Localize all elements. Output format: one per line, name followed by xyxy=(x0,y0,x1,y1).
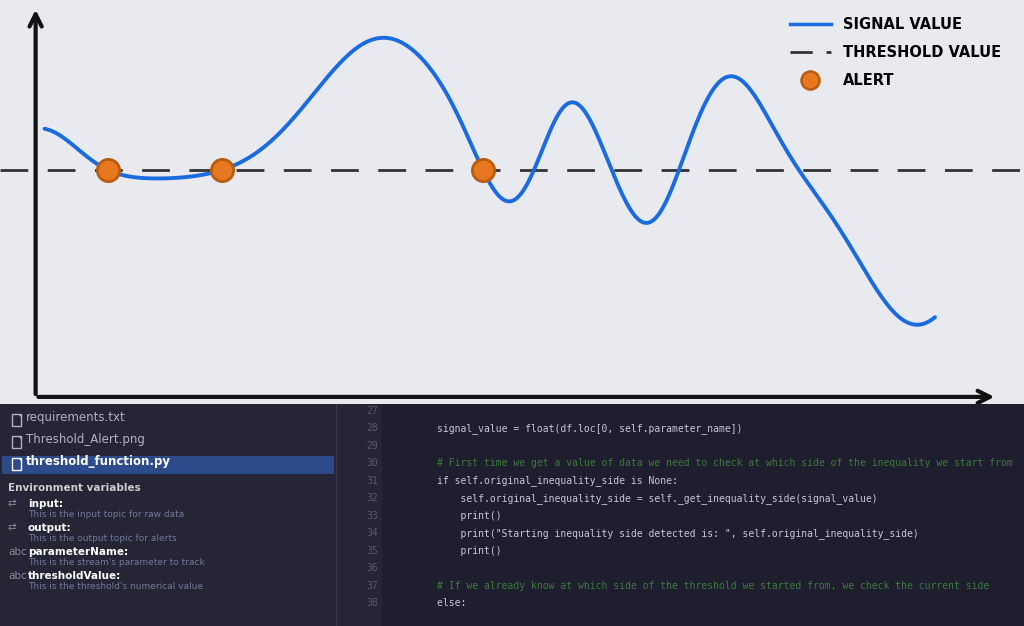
Text: 34: 34 xyxy=(367,528,378,538)
Text: Threshold_Alert.png: Threshold_Alert.png xyxy=(26,433,144,446)
Text: input:: input: xyxy=(28,499,63,509)
Text: abc: abc xyxy=(8,571,27,581)
Text: threshold_function.py: threshold_function.py xyxy=(26,455,171,468)
Bar xyxy=(336,404,382,626)
Text: 38: 38 xyxy=(367,598,378,608)
Text: ⇄: ⇄ xyxy=(8,499,16,509)
Text: 31: 31 xyxy=(367,476,378,486)
Text: signal_value = float(df.loc[0, self.parameter_name]): signal_value = float(df.loc[0, self.para… xyxy=(390,423,742,434)
Text: 32: 32 xyxy=(367,493,378,503)
Text: # If we already know at which side of the threshold we started from, we check th: # If we already know at which side of th… xyxy=(390,581,989,591)
Text: print("Starting inequality side detected is: ", self.original_inequality_side): print("Starting inequality side detected… xyxy=(390,528,919,539)
Text: 27: 27 xyxy=(367,406,378,416)
Polygon shape xyxy=(18,414,22,417)
Text: else:: else: xyxy=(390,598,466,608)
Text: # First time we get a value of data we need to check at which side of the inequa: # First time we get a value of data we n… xyxy=(390,458,1013,468)
Text: if self.original_inequality_side is None:: if self.original_inequality_side is None… xyxy=(390,475,678,486)
Text: 37: 37 xyxy=(367,581,378,591)
Text: 29: 29 xyxy=(367,441,378,451)
Text: This is the threshold's numerical value: This is the threshold's numerical value xyxy=(28,582,203,592)
Bar xyxy=(12,436,22,448)
Polygon shape xyxy=(18,436,22,439)
Text: 28: 28 xyxy=(367,423,378,433)
Text: output:: output: xyxy=(28,523,72,533)
Text: 30: 30 xyxy=(367,458,378,468)
Text: This is the output topic for alerts: This is the output topic for alerts xyxy=(28,535,176,543)
Text: print(): print() xyxy=(390,511,502,521)
Text: ⇄: ⇄ xyxy=(8,523,16,533)
Text: thresholdValue:: thresholdValue: xyxy=(28,571,121,581)
Text: This is the stream's parameter to track: This is the stream's parameter to track xyxy=(28,558,205,567)
Bar xyxy=(2,456,334,474)
Legend: SIGNAL VALUE, THRESHOLD VALUE, ALERT: SIGNAL VALUE, THRESHOLD VALUE, ALERT xyxy=(784,11,1007,95)
Text: self.original_inequality_side = self._get_inequality_side(signal_value): self.original_inequality_side = self._ge… xyxy=(390,493,878,504)
Text: 33: 33 xyxy=(367,511,378,521)
Text: 35: 35 xyxy=(367,546,378,556)
Bar xyxy=(12,414,22,426)
Text: Environment variables: Environment variables xyxy=(8,483,140,493)
Bar xyxy=(336,404,1024,626)
Polygon shape xyxy=(18,458,22,461)
Bar xyxy=(0,404,336,626)
Text: abc: abc xyxy=(8,547,27,557)
Text: requirements.txt: requirements.txt xyxy=(26,411,126,424)
Text: print(): print() xyxy=(390,546,502,556)
Text: 36: 36 xyxy=(367,563,378,573)
Bar xyxy=(12,458,22,470)
Text: This is the input topic for raw data: This is the input topic for raw data xyxy=(28,510,184,520)
Text: parameterName:: parameterName: xyxy=(28,547,128,557)
